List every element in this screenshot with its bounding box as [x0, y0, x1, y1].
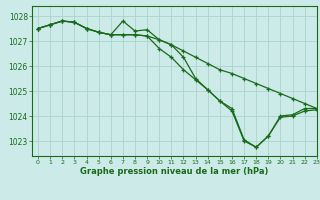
- X-axis label: Graphe pression niveau de la mer (hPa): Graphe pression niveau de la mer (hPa): [80, 167, 268, 176]
